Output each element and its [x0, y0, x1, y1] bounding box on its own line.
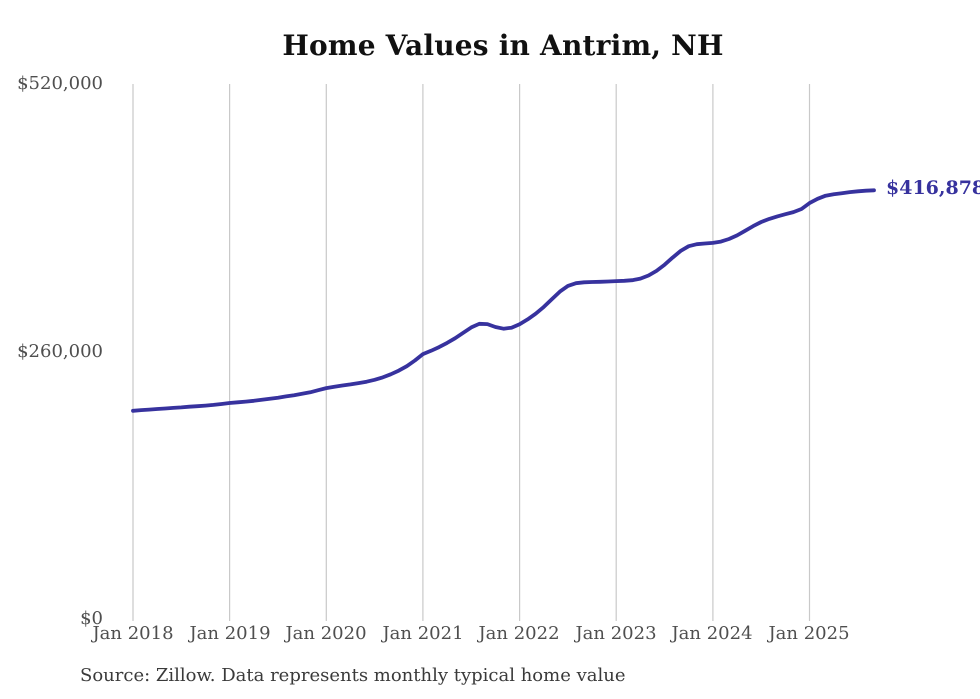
- chart-title: Home Values in Antrim, NH: [282, 29, 724, 62]
- y-axis-tick-label: $0: [80, 608, 103, 629]
- x-axis-tick-label: Jan 2021: [382, 623, 464, 644]
- x-axis-tick-label: Jan 2020: [285, 623, 367, 644]
- x-axis-tick-label: Jan 2019: [189, 623, 271, 644]
- latest-value-label: $416,878: [886, 177, 980, 199]
- source-note: Source: Zillow. Data represents monthly …: [80, 665, 626, 686]
- x-axis-tick-label: Jan 2022: [478, 623, 560, 644]
- y-axis-tick-label: $520,000: [17, 73, 103, 94]
- x-axis-tick-label: Jan 2018: [92, 623, 174, 644]
- x-axis-tick-label: Jan 2024: [671, 623, 753, 644]
- x-axis-tick-label: Jan 2025: [768, 623, 850, 644]
- x-axis-tick-label: Jan 2023: [575, 623, 657, 644]
- y-axis-tick-label: $260,000: [17, 341, 103, 362]
